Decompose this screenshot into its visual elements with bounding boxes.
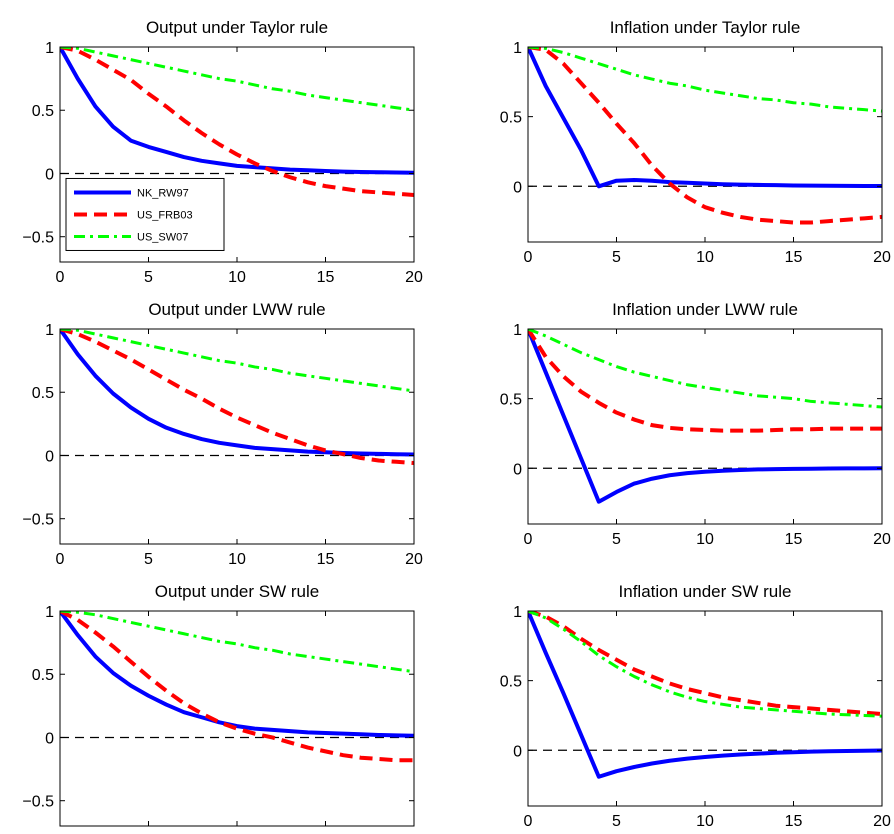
y-tick-label: 0 <box>513 179 522 196</box>
x-tick-label: 0 <box>524 249 533 266</box>
x-tick-label: 15 <box>785 531 803 548</box>
series-line-nk-rw97 <box>60 329 414 457</box>
subplot-2: Inflation under Taylor rule 0 5 10 15 20 1 0.5 0 <box>500 18 891 266</box>
series-line-nk-rw97 <box>528 329 882 504</box>
x-tick-label: 10 <box>696 813 714 830</box>
axes-box <box>527 328 883 525</box>
y-tick-label: 1 <box>45 40 54 57</box>
y-tick-label: 1 <box>513 40 522 57</box>
x-tick-label: 20 <box>873 249 891 266</box>
y-tick-label: 0.5 <box>500 392 522 409</box>
series-line-nk-rw97 <box>60 47 414 175</box>
y-tick-label: −0.5 <box>22 794 54 811</box>
series-line-us-sw07 <box>60 329 414 393</box>
axes-box <box>527 46 883 243</box>
series-line-us-frb03 <box>60 47 414 197</box>
subplot-3: Output under LWW rule 0 5 10 15 20 1 0.5 0 −0.5 <box>22 300 423 568</box>
subplot-4: Inflation under LWW rule 0 5 10 15 20 1 0.5 0 <box>500 300 891 548</box>
series-line-us-sw07 <box>60 611 414 674</box>
y-tick-label: 1 <box>45 604 54 621</box>
y-tick-label: 0.5 <box>32 385 54 402</box>
x-tick-label: 15 <box>317 269 335 286</box>
x-tick-label: 10 <box>228 551 246 568</box>
series-line-us-frb03 <box>60 329 414 466</box>
x-tick-label: 15 <box>317 551 335 568</box>
x-tick-label: 10 <box>696 249 714 266</box>
series-line-nk-rw97 <box>528 611 882 779</box>
subplot-title: Inflation under Taylor rule <box>610 18 801 37</box>
legend-label: US_SW07 <box>137 231 188 243</box>
y-tick-label: 0 <box>513 743 522 760</box>
x-tick-label: 5 <box>612 531 621 548</box>
y-tick-label: 1 <box>513 322 522 339</box>
y-tick-label: 0 <box>45 730 54 747</box>
subplot-title: Output under Taylor rule <box>146 18 328 37</box>
legend-label: US_FRB03 <box>137 209 193 221</box>
subplot-title: Inflation under SW rule <box>619 582 792 601</box>
x-tick-label: 0 <box>524 531 533 548</box>
y-tick-label: 0 <box>45 166 54 183</box>
y-tick-label: 0 <box>45 448 54 465</box>
series-line-us-sw07 <box>528 47 882 113</box>
x-tick-label: 0 <box>56 551 65 568</box>
series-line-us-sw07 <box>528 329 882 409</box>
axes-box <box>59 610 415 827</box>
y-tick-label: 1 <box>45 322 54 339</box>
series-line-nk-rw97 <box>528 47 882 189</box>
y-tick-label: 0.5 <box>32 103 54 120</box>
subplot-title: Inflation under LWW rule <box>612 300 798 319</box>
series-line-us-frb03 <box>60 611 414 763</box>
x-tick-label: 5 <box>144 269 153 286</box>
y-tick-label: 0.5 <box>500 110 522 127</box>
x-tick-label: 5 <box>612 249 621 266</box>
y-tick-label: 1 <box>513 604 522 621</box>
x-tick-label: 5 <box>612 813 621 830</box>
series-line-us-frb03 <box>528 47 882 225</box>
series-line-us-sw07 <box>60 47 414 112</box>
subplot-1: Output under Taylor rule 0 5 10 15 20 1 0.5 0 −0.… <box>22 18 423 286</box>
y-tick-label: 0.5 <box>32 667 54 684</box>
subplot-6: Inflation under SW rule 0 5 10 15 20 1 0.5 0 <box>500 582 891 830</box>
subplot-title: Output under LWW rule <box>148 300 325 319</box>
y-tick-label: −0.5 <box>22 512 54 529</box>
x-tick-label: 20 <box>873 813 891 830</box>
x-tick-label: 5 <box>144 551 153 568</box>
x-tick-label: 0 <box>524 813 533 830</box>
legend-label: NK_RW97 <box>137 187 189 199</box>
x-tick-label: 10 <box>696 531 714 548</box>
x-tick-label: 20 <box>873 531 891 548</box>
y-tick-label: 0.5 <box>500 674 522 691</box>
y-tick-label: 0 <box>513 461 522 478</box>
axes-box <box>59 328 415 545</box>
x-tick-label: 0 <box>56 269 65 286</box>
series-line-us-frb03 <box>528 611 882 717</box>
x-tick-label: 20 <box>405 551 423 568</box>
series-line-nk-rw97 <box>60 611 414 738</box>
x-tick-label: 20 <box>405 269 423 286</box>
series-line-us-sw07 <box>528 611 882 718</box>
y-tick-label: −0.5 <box>22 230 54 247</box>
legend: NK_RW97 US_FRB03 US_SW07 <box>65 177 225 251</box>
x-tick-label: 10 <box>228 269 246 286</box>
series-line-us-frb03 <box>528 329 882 433</box>
x-tick-label: 15 <box>785 249 803 266</box>
x-tick-label: 15 <box>785 813 803 830</box>
subplot-title: Output under SW rule <box>155 582 319 601</box>
